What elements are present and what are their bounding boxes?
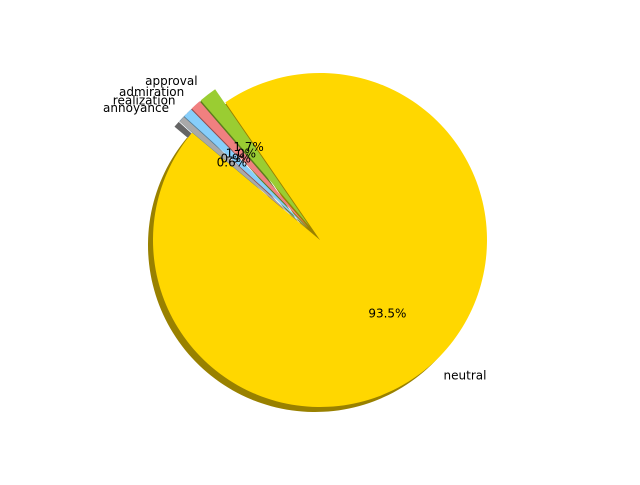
pie-slice-neutral	[152, 73, 487, 408]
slice-label-approval: approval	[145, 74, 197, 88]
slice-label-realization: realization	[113, 94, 176, 108]
slice-percent-realization: 0.9%	[220, 151, 251, 165]
slice-percent-annoyance: 0.6%	[217, 156, 248, 170]
slice-percent-approval: 1.7%	[233, 140, 264, 154]
slice-label-neutral: neutral	[444, 368, 487, 382]
slice-percent-admiration: 1.0%	[226, 146, 257, 160]
pie-slice-annoyance	[179, 116, 308, 230]
slice-label-admiration: admiration	[119, 85, 184, 99]
pie-wedge-layer	[152, 73, 487, 408]
pie-slice-approval	[200, 89, 310, 227]
pie-slice-admiration	[191, 101, 309, 228]
slice-label-annoyance: annoyance	[103, 101, 169, 115]
pie-slice-realization	[184, 109, 308, 229]
slice-percent-neutral: 93.5%	[368, 307, 406, 321]
pie-label-layer: neutral 93.5% approval 1.7% admiration 1.0% re…	[103, 74, 486, 383]
